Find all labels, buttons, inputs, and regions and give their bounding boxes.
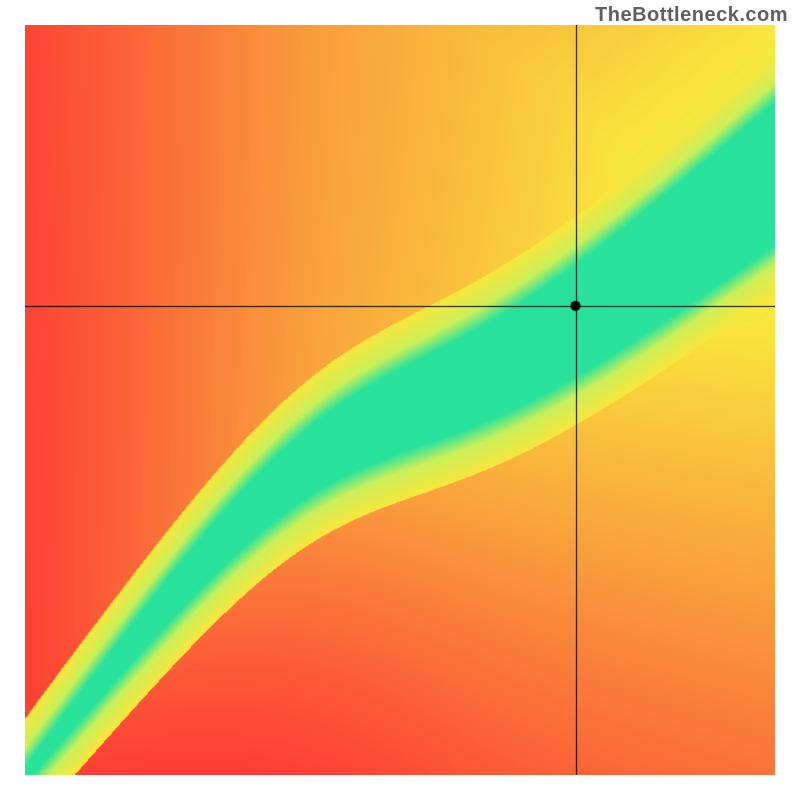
chart-container: TheBottleneck.com: [0, 0, 800, 800]
watermark-label: TheBottleneck.com: [595, 4, 788, 27]
bottleneck-heatmap: [25, 25, 775, 775]
